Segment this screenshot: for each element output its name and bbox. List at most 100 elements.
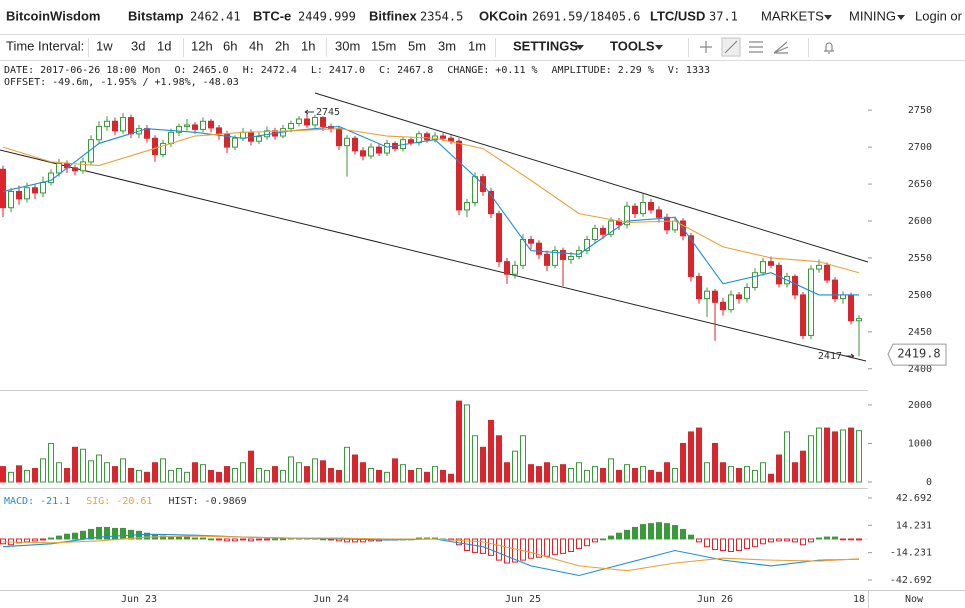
login-link[interactable]: Login or xyxy=(915,8,963,23)
ticker-name[interactable]: Bitstamp xyxy=(128,8,184,23)
candle-body xyxy=(712,290,718,303)
interval-option[interactable]: 5m xyxy=(408,38,426,53)
indicator-line xyxy=(2,128,860,274)
candle-body xyxy=(632,205,638,215)
volume-bar xyxy=(496,435,502,483)
candle-body xyxy=(544,253,550,266)
volume-bar xyxy=(144,471,150,483)
histogram-bar xyxy=(496,538,502,561)
volume-bar xyxy=(776,454,782,483)
histogram-bar xyxy=(840,538,846,541)
candle-body xyxy=(176,125,182,133)
interval-option[interactable]: 1d xyxy=(157,38,171,53)
interval-option[interactable]: 6h xyxy=(223,38,237,53)
volume-bar xyxy=(584,469,590,483)
info-label: OFFSET: xyxy=(4,77,46,88)
candle-body xyxy=(152,137,158,156)
volume-bar xyxy=(56,462,62,483)
histogram-bar xyxy=(520,538,526,561)
volume-bar xyxy=(8,471,14,483)
candle-body xyxy=(416,133,422,144)
volume-bar xyxy=(832,431,838,483)
interval-option[interactable]: 12h xyxy=(191,38,213,53)
volume-bar xyxy=(240,462,246,483)
histogram-bar xyxy=(568,538,574,552)
logo[interactable]: BitcoinWisdom xyxy=(6,8,101,23)
histogram-bar xyxy=(184,536,190,540)
ticker-name[interactable]: OKCoin xyxy=(479,8,527,23)
histogram-bar xyxy=(208,538,214,541)
histogram-bar xyxy=(656,522,662,540)
interval-option[interactable]: 1m xyxy=(468,38,486,53)
interval-option[interactable]: 1w xyxy=(96,38,113,53)
volume-bar xyxy=(136,469,142,483)
interval-option[interactable]: 3m xyxy=(438,38,456,53)
info-label: C: xyxy=(379,65,391,76)
interval-option[interactable]: 15m xyxy=(371,38,396,53)
candle-body xyxy=(656,209,662,218)
volume-bar xyxy=(528,464,534,483)
interval-option[interactable]: 3d xyxy=(131,38,145,53)
candle-body xyxy=(8,190,14,209)
ticker-name[interactable]: BTC-e xyxy=(253,8,291,23)
volume-bar xyxy=(448,473,454,483)
volume-bar xyxy=(616,469,622,483)
volume-bar xyxy=(704,462,710,483)
info-value: -49.6m, -1.95% / +1.98%, -48.03 xyxy=(52,77,239,88)
histogram-bar xyxy=(456,538,462,546)
info-label: AMPLITUDE: xyxy=(552,65,612,76)
volume-bar xyxy=(592,466,598,483)
interval-option[interactable]: 1h xyxy=(301,38,315,53)
volume-bar xyxy=(176,468,182,483)
volume-bar xyxy=(208,469,214,483)
fan-icon[interactable] xyxy=(773,41,789,54)
line-icon[interactable] xyxy=(724,40,738,54)
candle-body xyxy=(552,250,558,266)
histogram-bar xyxy=(192,537,198,540)
volume-bar xyxy=(824,427,830,483)
volume-bar xyxy=(376,469,382,483)
candle-body xyxy=(408,139,414,144)
ticker-name[interactable]: LTC/USD xyxy=(650,8,705,23)
info-line: OFFSET: -49.6m, -1.95% / +1.98%, -48.03 xyxy=(4,77,239,88)
interval-option[interactable]: 30m xyxy=(335,38,360,53)
histogram-bar xyxy=(552,538,558,555)
menu[interactable]: MARKETS xyxy=(761,8,824,23)
interval-option[interactable]: 2h xyxy=(275,38,289,53)
volume-bar xyxy=(184,471,190,483)
histogram-bar xyxy=(240,538,246,541)
volume-bar xyxy=(312,458,318,483)
candle-body xyxy=(208,120,214,129)
histogram-bar xyxy=(88,528,94,540)
candle-body xyxy=(40,182,46,194)
drawing-tools[interactable] xyxy=(700,37,834,57)
volume-bar xyxy=(760,462,766,483)
volume-bar xyxy=(656,471,662,483)
histogram-bar xyxy=(760,538,766,545)
lines-icon[interactable] xyxy=(749,41,763,53)
volume-bar xyxy=(96,454,102,483)
min-arrow xyxy=(845,353,855,359)
volume-bar xyxy=(480,446,486,483)
crosshair-icon[interactable] xyxy=(700,41,712,53)
y-tick-label: 2550 xyxy=(908,253,932,264)
ticker-name[interactable]: Bitfinex xyxy=(369,8,417,23)
volume-bar xyxy=(328,468,334,483)
tools-menu[interactable]: TOOLS xyxy=(610,38,655,53)
interval-option[interactable]: 4h xyxy=(249,38,263,53)
menu[interactable]: MINING xyxy=(849,8,896,23)
x-tick-label: Jun 26 xyxy=(697,594,733,605)
volume-bar xyxy=(16,465,22,483)
histogram-bar xyxy=(768,538,774,543)
alert-icon[interactable] xyxy=(824,42,834,54)
volume-bar xyxy=(464,404,470,483)
histogram-bar xyxy=(584,538,590,547)
settings-menu[interactable]: SETTINGS xyxy=(513,38,578,53)
volume-bar xyxy=(848,427,854,483)
info-label: V: xyxy=(668,65,680,76)
volume-bar xyxy=(800,450,806,483)
candle-body xyxy=(808,268,814,337)
candle-body xyxy=(568,255,574,260)
